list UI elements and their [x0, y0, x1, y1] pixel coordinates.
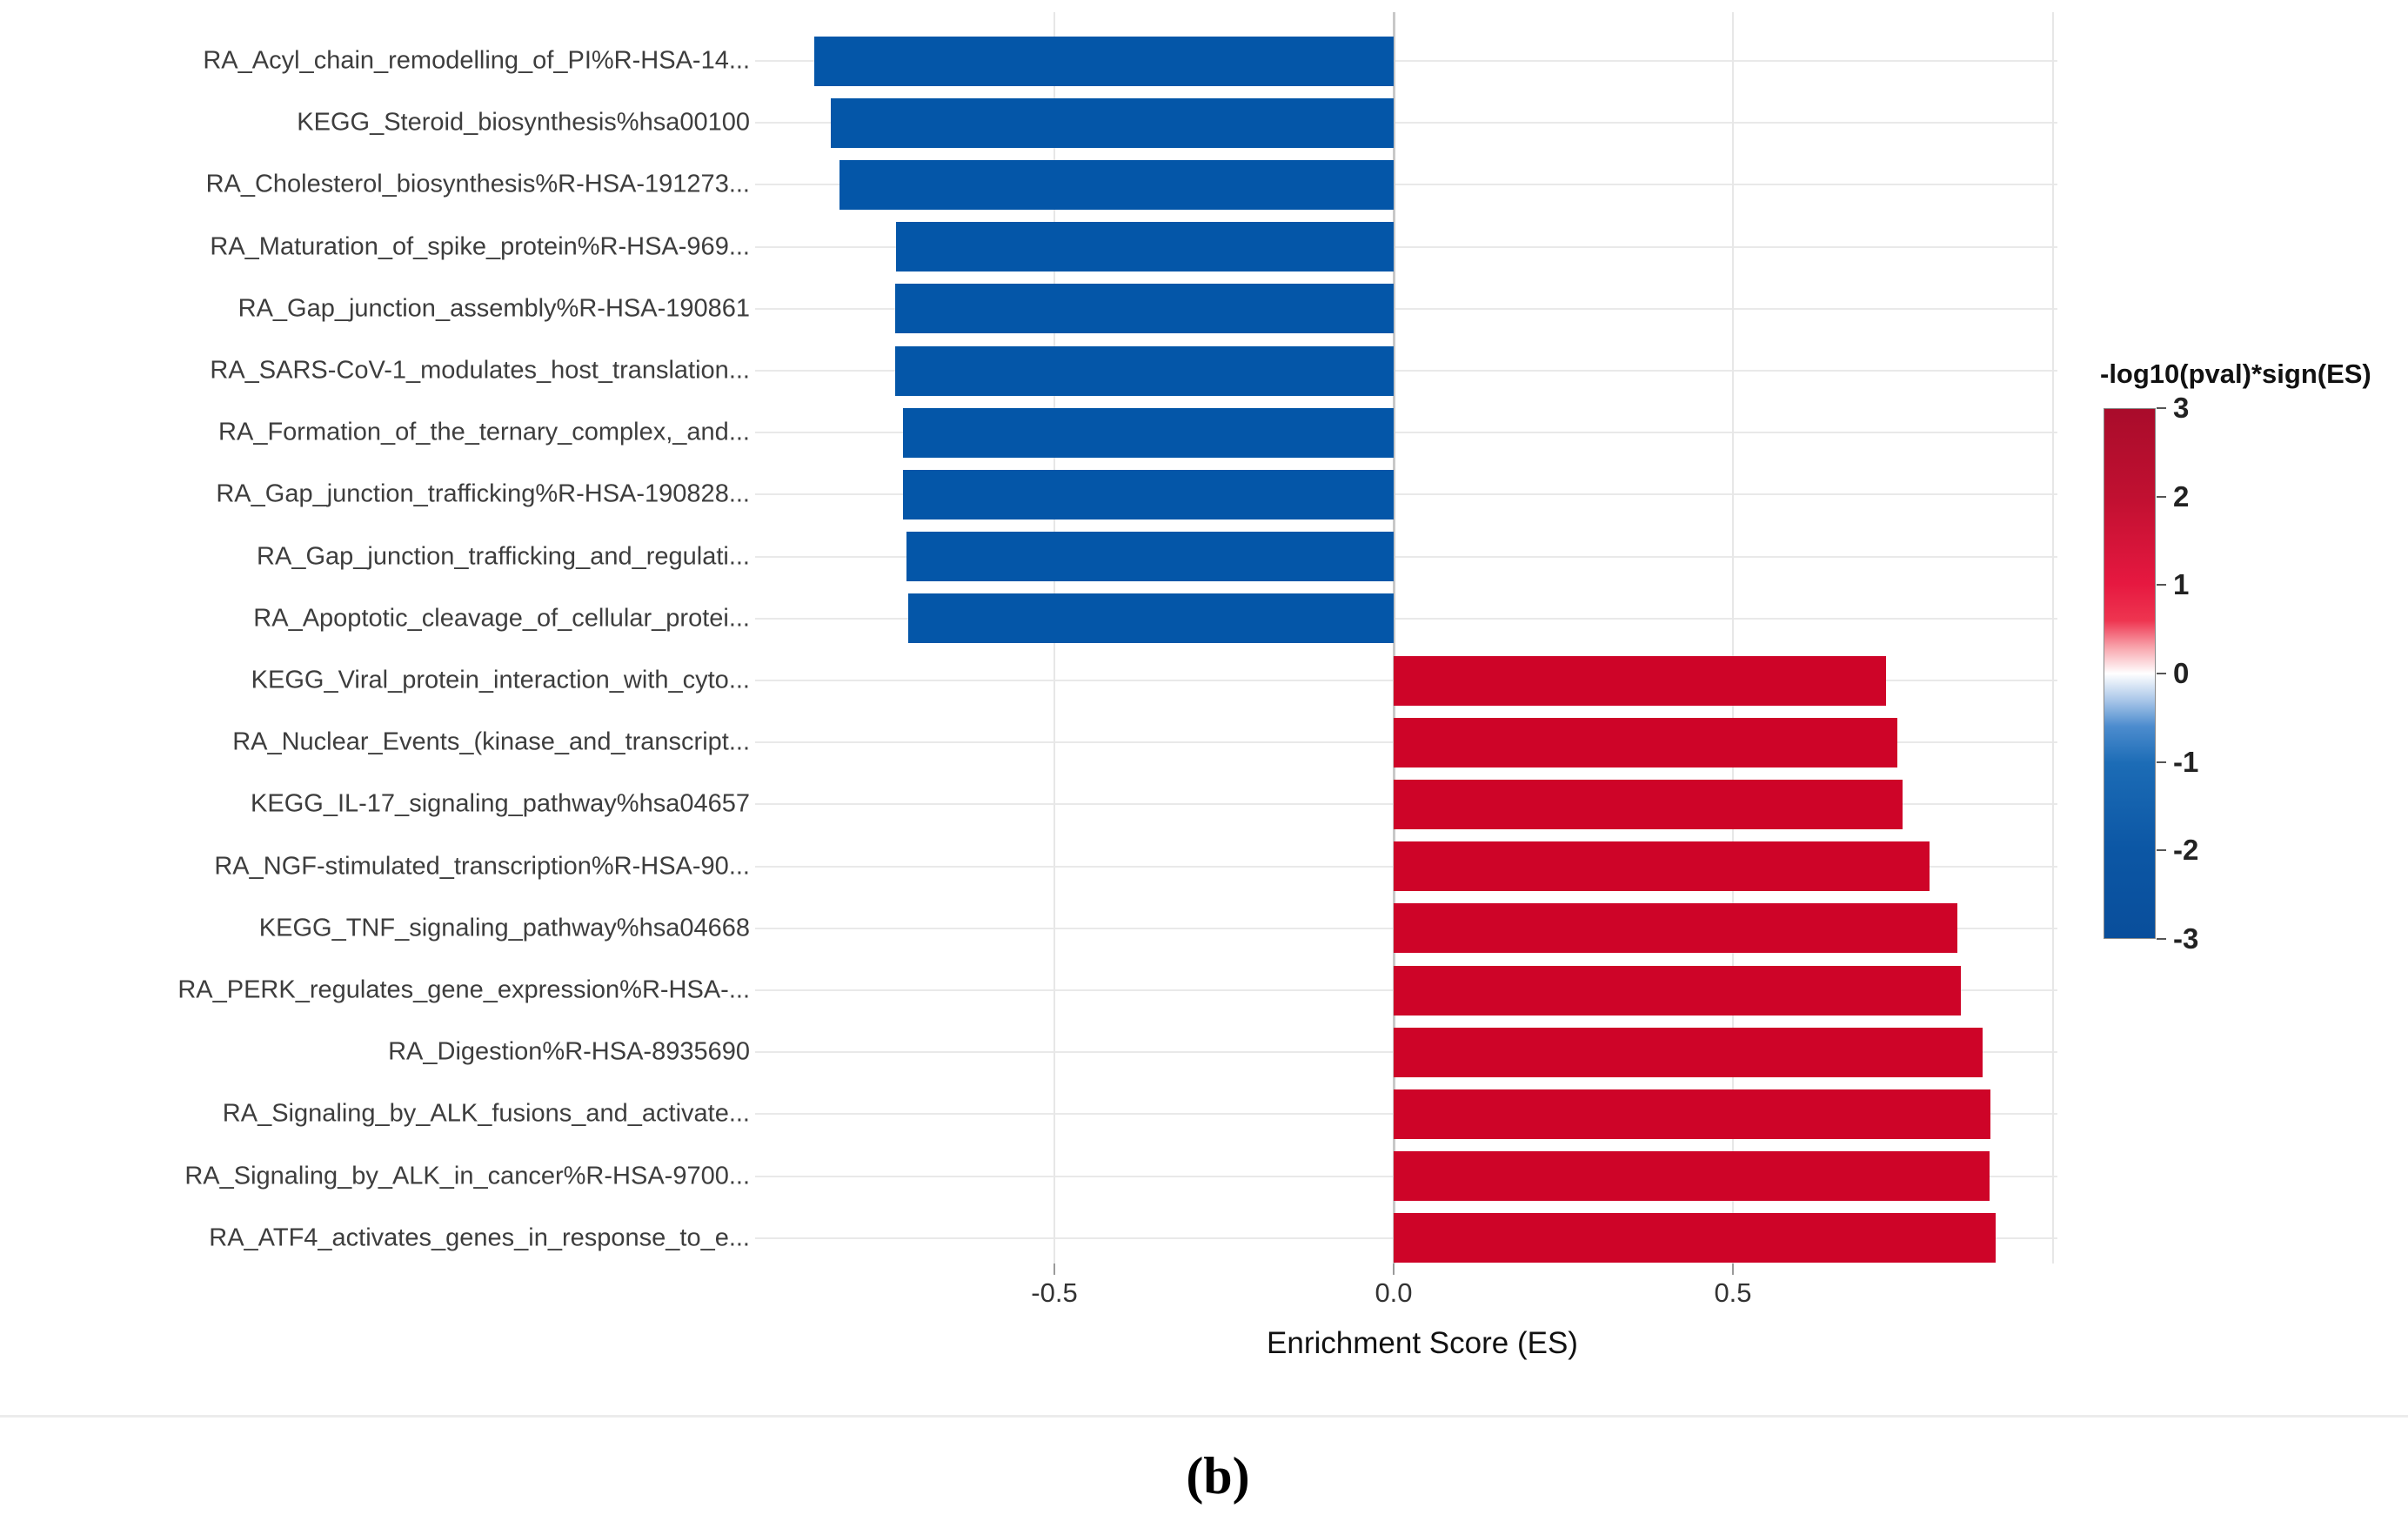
colorbar-tick-label: 1 [2173, 568, 2190, 601]
colorbar-title: -log10(pval)*sign(ES) [2100, 359, 2371, 389]
y-axis-label: RA_Signaling_by_ALK_in_cancer%R-HSA-9700… [184, 1162, 750, 1190]
positive-es-bar [1394, 1027, 1983, 1077]
x-axis-tick-label: 0.0 [1375, 1277, 1413, 1308]
y-axis-label: RA_Apoptotic_cleavage_of_cellular_protei… [253, 604, 750, 633]
positive-es-bar [1394, 779, 1903, 829]
colorbar-tick-label: 3 [2173, 392, 2190, 424]
horizontal-gridline [755, 245, 2057, 248]
y-axis-label: RA_Gap_junction_trafficking%R-HSA-190828… [216, 479, 750, 508]
plot-right-edge-gridline [2052, 12, 2054, 1264]
x-axis-title: Enrichment Score (ES) [1267, 1326, 1578, 1360]
positive-es-bar [1394, 1151, 1990, 1202]
colorbar-tick [2157, 407, 2166, 409]
figure-caption: (b) [1186, 1447, 1250, 1505]
negative-es-bar [903, 407, 1394, 458]
colorbar-tick [2157, 495, 2166, 498]
y-axis-label: RA_NGF-stimulated_transcription%R-HSA-90… [214, 852, 750, 881]
colorbar-tick [2157, 938, 2166, 940]
colorbar-tick-label: 2 [2173, 479, 2190, 513]
y-axis-label: KEGG_Viral_protein_interaction_with_cyto… [251, 666, 750, 694]
x-axis-tick [1732, 1264, 1734, 1275]
y-axis-label: RA_Nuclear_Events_(kinase_and_transcript… [232, 727, 750, 756]
colorbar-tick-label: -1 [2173, 745, 2199, 778]
colorbar-tick-label: -2 [2173, 834, 2199, 867]
y-axis-label: KEGG_IL-17_signaling_pathway%hsa04657 [251, 789, 750, 818]
negative-es-bar [895, 284, 1394, 334]
horizontal-gridline [755, 370, 2057, 372]
x-axis-tick-label: -0.5 [1031, 1277, 1078, 1308]
horizontal-gridline [755, 493, 2057, 496]
y-axis-label: KEGG_Steroid_biosynthesis%hsa00100 [297, 108, 750, 137]
colorbar-tick [2157, 673, 2166, 674]
horizontal-gridline [755, 555, 2057, 558]
negative-es-bar [830, 97, 1394, 148]
positive-es-bar [1394, 717, 1897, 768]
x-axis-tick [1393, 1264, 1395, 1275]
colorbar-gradient [2104, 408, 2156, 939]
positive-es-bar [1394, 965, 1962, 1016]
y-axis-label: RA_Acyl_chain_remodelling_of_PI%R-HSA-14… [203, 46, 750, 75]
negative-es-bar [839, 159, 1394, 210]
horizontal-gridline [755, 307, 2057, 310]
colorbar-tick [2157, 849, 2166, 852]
negative-es-bar [908, 593, 1394, 644]
y-axis-label: RA_PERK_regulates_gene_expression%R-HSA-… [177, 975, 750, 1004]
vertical-gridline [1732, 12, 1734, 1264]
negative-es-bar [813, 36, 1394, 86]
y-axis-label: RA_Gap_junction_assembly%R-HSA-190861 [237, 294, 750, 323]
positive-es-bar [1394, 655, 1887, 706]
horizontal-gridline [755, 432, 2057, 434]
y-axis-label: RA_SARS-CoV-1_modulates_host_translation… [210, 356, 750, 385]
positive-es-bar [1394, 903, 1958, 954]
y-axis-label: RA_Formation_of_the_ternary_complex,_and… [218, 418, 750, 446]
colorbar-tick [2157, 761, 2166, 763]
positive-es-bar [1394, 1213, 1996, 1264]
negative-es-bar [906, 532, 1394, 582]
colorbar-tick [2157, 584, 2166, 587]
positive-es-bar [1394, 841, 1930, 892]
horizontal-gridline [755, 122, 2057, 124]
positive-es-bar [1394, 1089, 1991, 1139]
bar-chart-plot-area [755, 12, 2057, 1264]
horizontal-gridline [755, 60, 2057, 62]
colorbar-tick-label: 0 [2173, 657, 2190, 689]
x-axis-tick [1054, 1264, 1055, 1275]
colorbar-tick-label: -3 [2173, 922, 2199, 955]
zero-line [1392, 12, 1395, 1264]
y-axis-label: KEGG_TNF_signaling_pathway%hsa04668 [258, 914, 750, 942]
separator-line [0, 1415, 2408, 1418]
horizontal-gridline [755, 617, 2057, 620]
negative-es-bar [895, 345, 1394, 396]
y-axis-label: RA_Maturation_of_spike_protein%R-HSA-969… [210, 232, 750, 261]
negative-es-bar [903, 469, 1394, 519]
y-axis-label: RA_Gap_junction_trafficking_and_regulati… [257, 542, 750, 571]
x-axis-tick-label: 0.5 [1714, 1277, 1752, 1308]
y-axis-label: RA_Cholesterol_biosynthesis%R-HSA-191273… [205, 170, 750, 198]
y-axis-label: RA_Digestion%R-HSA-8935690 [388, 1037, 750, 1066]
negative-es-bar [896, 222, 1394, 272]
y-axis-label: RA_ATF4_activates_genes_in_response_to_e… [209, 1223, 750, 1252]
y-axis-label: RA_Signaling_by_ALK_fusions_and_activate… [222, 1099, 750, 1128]
horizontal-gridline [755, 184, 2057, 186]
